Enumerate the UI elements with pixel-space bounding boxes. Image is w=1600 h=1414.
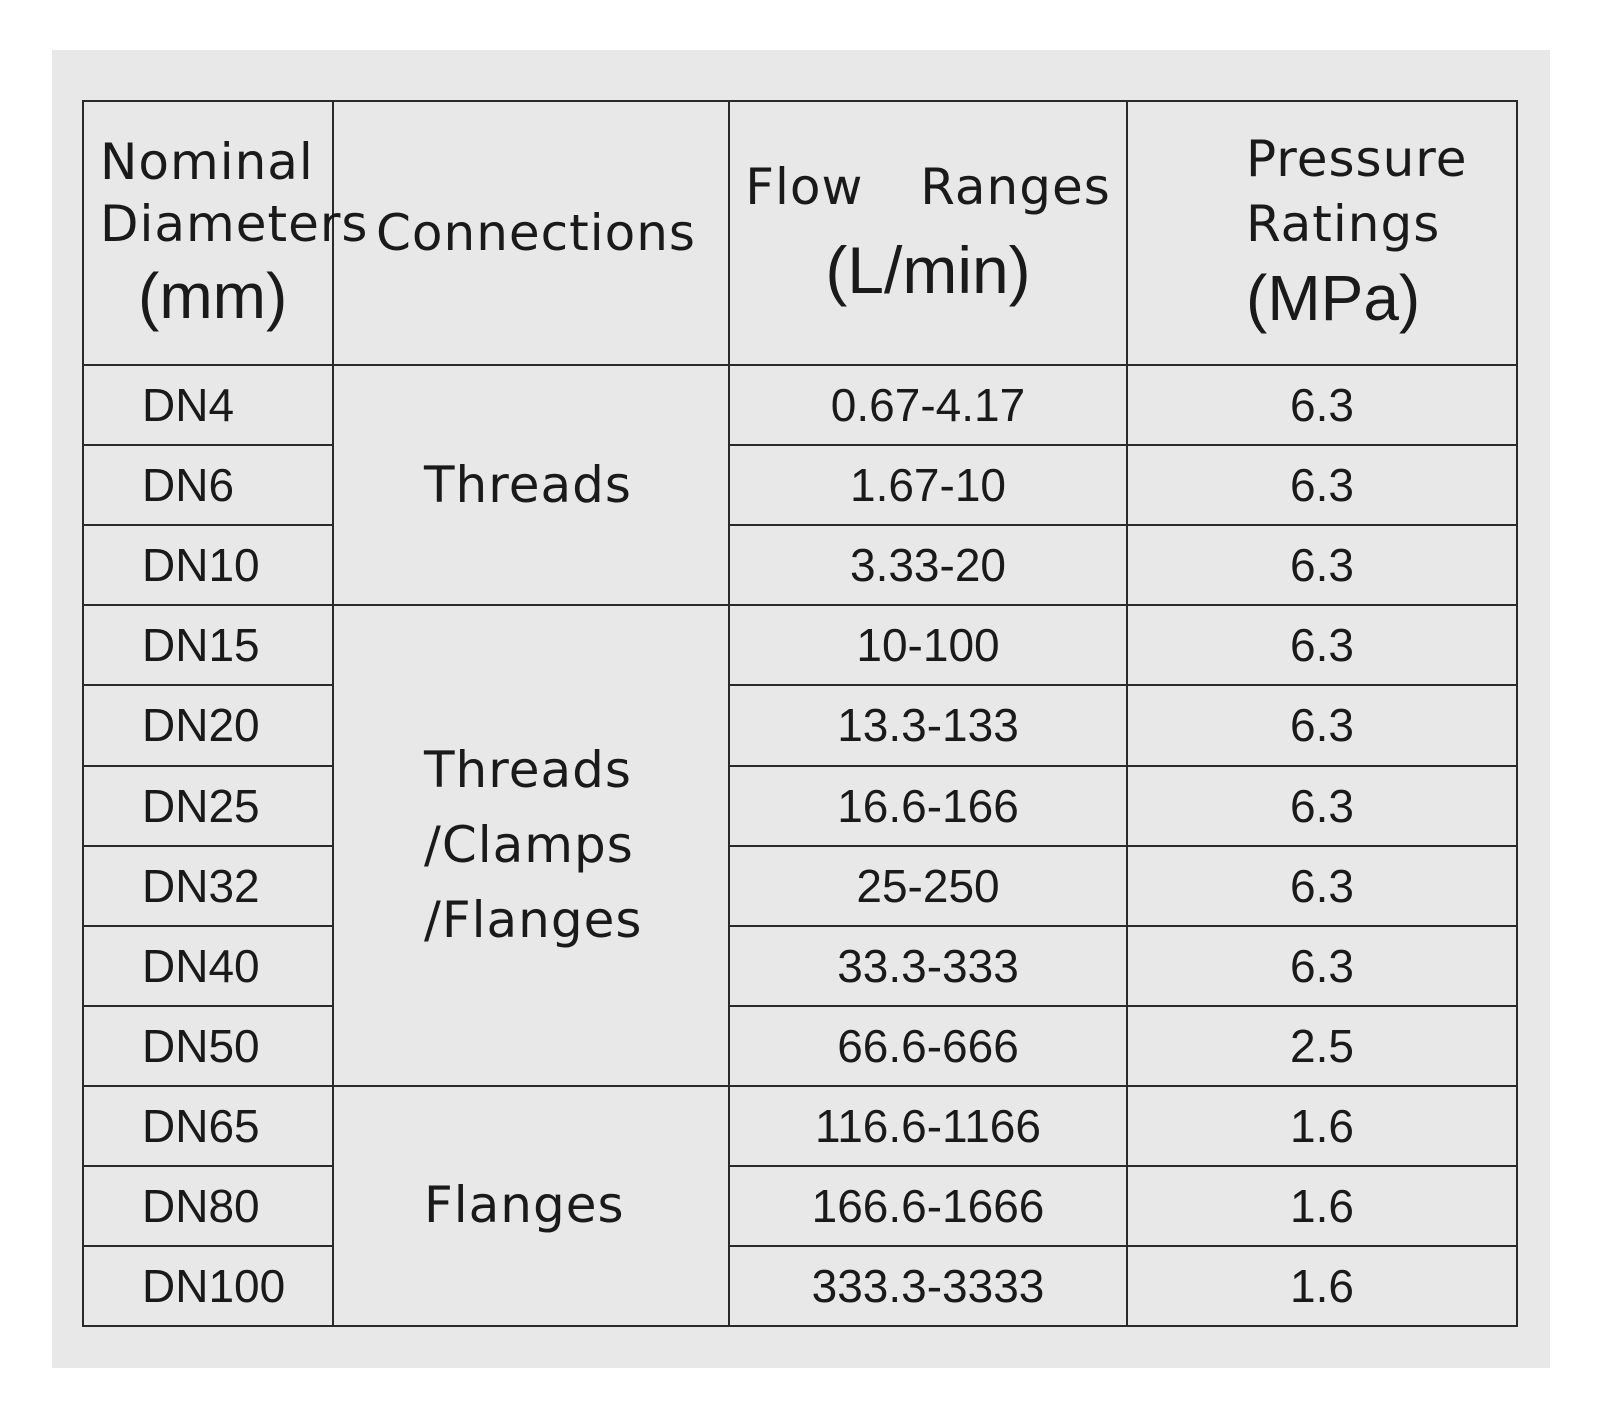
- header-pressure-unit: (MPa): [1246, 261, 1421, 334]
- cell-connection-group-3: Flanges: [332, 1084, 730, 1328]
- cell-flow: 13.3-133: [728, 684, 1128, 767]
- cell-diameter: DN100: [82, 1244, 334, 1328]
- cell-pressure: 6.3: [1126, 524, 1518, 607]
- cell-flow: 66.6-666: [728, 1004, 1128, 1087]
- header-pressure-word2: Ratings: [1246, 194, 1441, 253]
- cell-pressure: 1.6: [1126, 1164, 1518, 1247]
- table-row: DN100 333.3-3333 1.6: [82, 1244, 1518, 1328]
- cell-diameter: DN80: [82, 1164, 334, 1247]
- table-row: DN25 16.6-166 6.3: [82, 764, 1518, 847]
- table-row: DN40 33.3-333 6.3: [82, 924, 1518, 1007]
- header-nominal-unit: (mm): [138, 259, 288, 332]
- header-nominal-diameters: Nominal Diameters (mm): [82, 99, 369, 367]
- connection-line: Flanges: [424, 1176, 625, 1235]
- cell-pressure: 6.3: [1126, 684, 1518, 767]
- cell-pressure: 1.6: [1126, 1084, 1518, 1167]
- cell-diameter: DN32: [82, 844, 334, 927]
- cell-diameter: DN6: [82, 444, 334, 527]
- table-row: DN65 Flanges 116.6-1166 1.6: [82, 1084, 1518, 1328]
- cell-pressure: 6.3: [1126, 764, 1518, 847]
- header-flow-word: Flow Ranges: [745, 158, 1111, 217]
- table-row: DN50 66.6-666 2.5: [82, 1004, 1518, 1087]
- header-pressure-word1: Pressure: [1246, 129, 1468, 188]
- connection-line: Threads: [424, 455, 632, 514]
- cell-flow: 16.6-166: [728, 764, 1128, 847]
- cell-flow: 25-250: [728, 844, 1128, 927]
- cell-flow: 3.33-20: [728, 524, 1128, 607]
- cell-diameter: DN65: [82, 1084, 334, 1167]
- cell-pressure: 1.6: [1126, 1244, 1518, 1328]
- table-header-row: Nominal Diameters (mm) Connections Flow …: [82, 99, 1518, 367]
- cell-connection-group-2: Threads /Clamps /Flanges: [332, 604, 730, 1087]
- cell-flow: 0.67-4.17: [728, 364, 1128, 447]
- connection-line: Threads: [424, 741, 632, 800]
- cell-diameter: DN25: [82, 764, 334, 847]
- table-row: DN10 3.33-20 6.3: [82, 524, 1518, 607]
- cell-pressure: 2.5: [1126, 1004, 1518, 1087]
- cell-flow: 166.6-1666: [728, 1164, 1128, 1247]
- cell-pressure: 6.3: [1126, 364, 1518, 447]
- header-nominal-word1: Nominal: [100, 132, 314, 191]
- table-row: DN20 13.3-133 6.3: [82, 684, 1518, 767]
- cell-flow: 33.3-333: [728, 924, 1128, 1007]
- cell-diameter: DN10: [82, 524, 334, 607]
- table-row: DN6 1.67-10 6.3: [82, 444, 1518, 527]
- header-connections: Connections: [332, 99, 730, 367]
- cell-diameter: DN40: [82, 924, 334, 1007]
- connection-line: /Clamps: [424, 816, 634, 875]
- specification-table: Nominal Diameters (mm) Connections Flow …: [82, 99, 1518, 1328]
- cell-diameter: DN20: [82, 684, 334, 767]
- header-flow-ranges: Flow Ranges (L/min): [728, 99, 1128, 367]
- header-pressure-ratings: Pressure Ratings (MPa): [1126, 99, 1518, 367]
- cell-pressure: 6.3: [1126, 444, 1518, 527]
- cell-connection-group-1: Threads: [332, 364, 730, 607]
- connection-line: /Flanges: [424, 891, 643, 950]
- table-row: DN80 166.6-1666 1.6: [82, 1164, 1518, 1247]
- cell-flow: 10-100: [728, 604, 1128, 687]
- cell-diameter: DN4: [82, 364, 334, 447]
- table-row: DN4 Threads 0.67-4.17 6.3: [82, 364, 1518, 607]
- cell-flow: 1.67-10: [728, 444, 1128, 527]
- cell-pressure: 6.3: [1126, 844, 1518, 927]
- header-flow-unit: (L/min): [825, 233, 1031, 308]
- table-row: DN15 Threads /Clamps /Flanges 10-100 6.3: [82, 604, 1518, 1087]
- cell-diameter: DN15: [82, 604, 334, 687]
- table-row: DN32 25-250 6.3: [82, 844, 1518, 927]
- cell-pressure: 6.3: [1126, 924, 1518, 1007]
- cell-pressure: 6.3: [1126, 604, 1518, 687]
- header-nominal-word2: Diameters: [100, 195, 369, 254]
- cell-flow: 116.6-1166: [728, 1084, 1128, 1167]
- cell-diameter: DN50: [82, 1004, 334, 1087]
- cell-flow: 333.3-3333: [728, 1244, 1128, 1328]
